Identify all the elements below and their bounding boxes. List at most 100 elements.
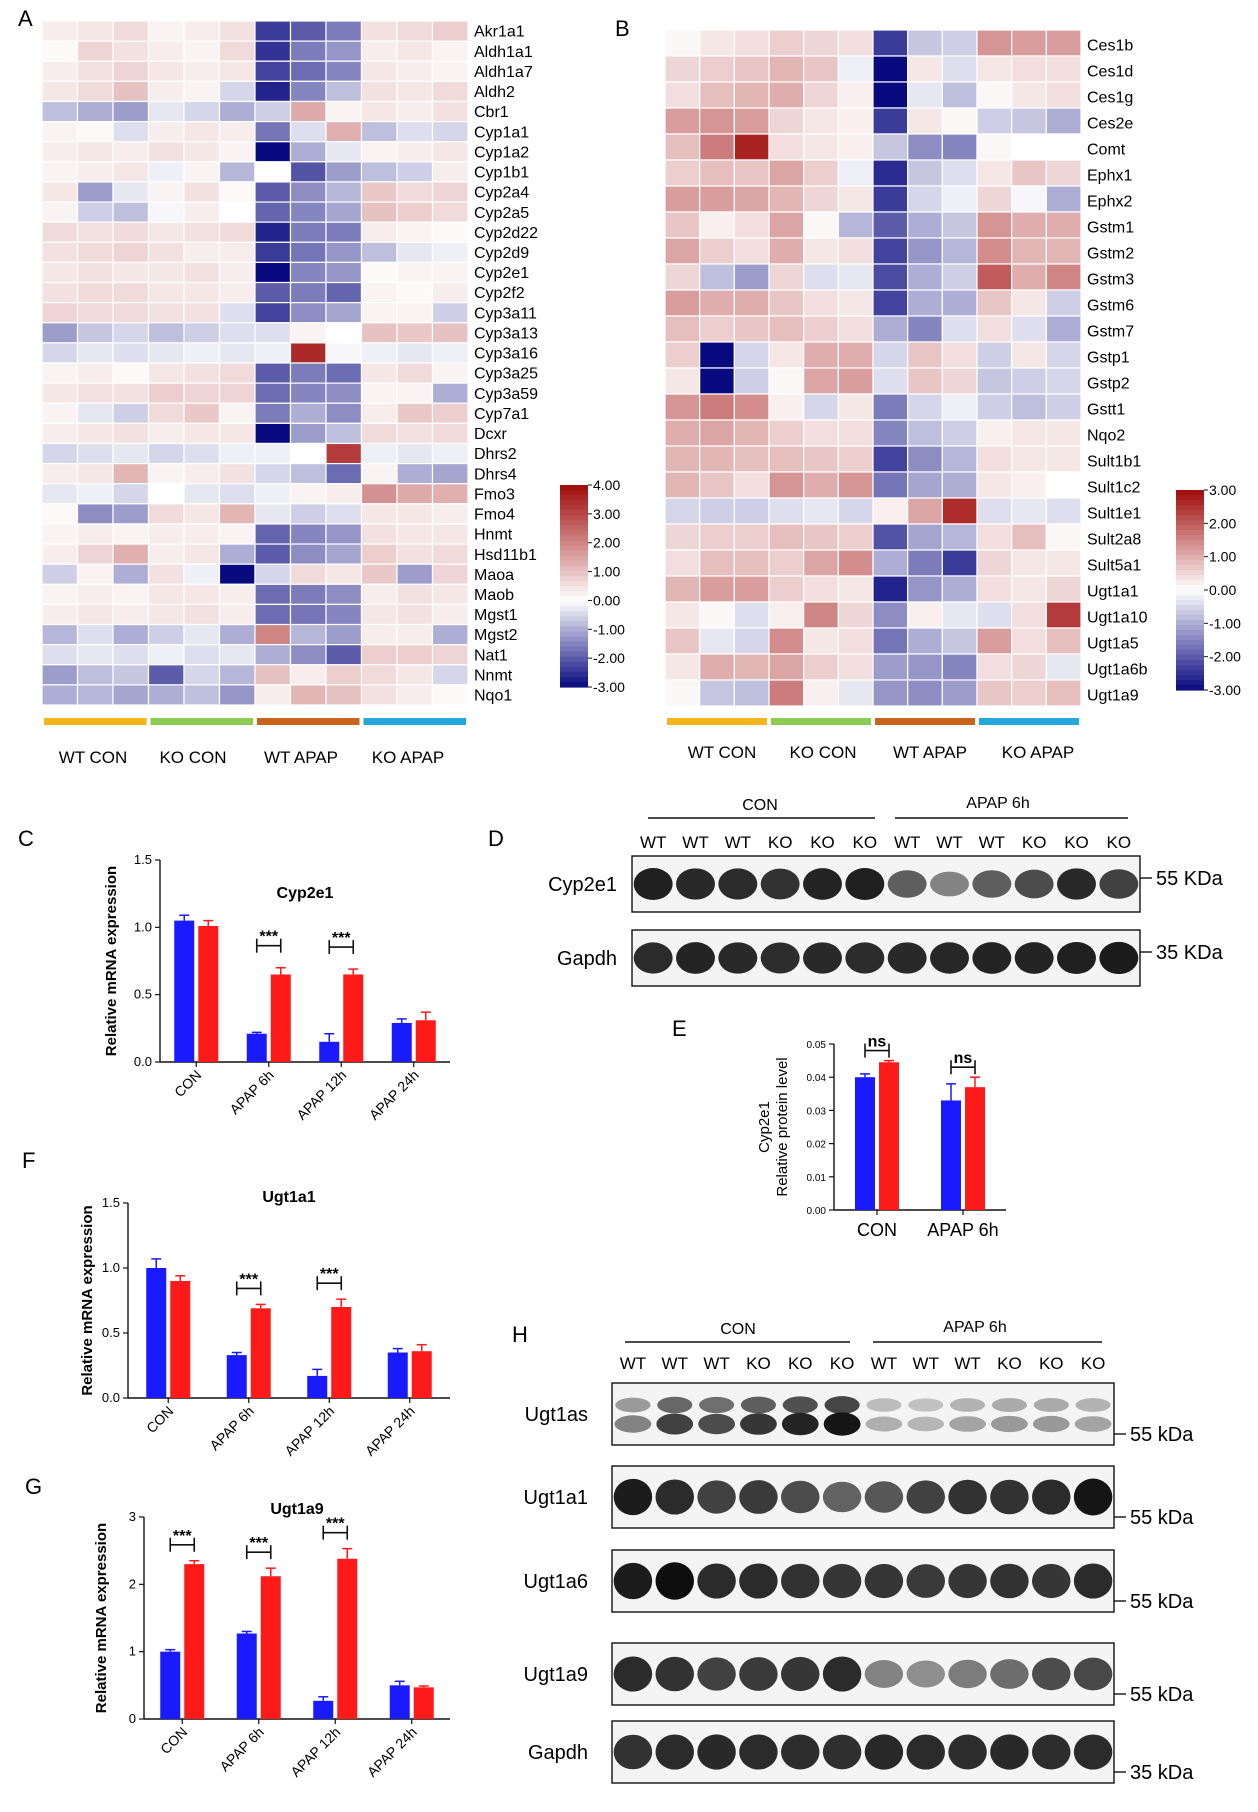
heatmap-cell [41,644,79,666]
y-tick-label: 0.5 [134,987,152,1002]
heatmap-cell [1011,107,1047,135]
blot-frame [631,929,1141,987]
heatmap-cell [218,60,256,82]
blot-band [655,1479,694,1515]
heatmap-cell [431,281,469,304]
heatmap-cell [768,523,805,551]
blot-band [1032,1563,1071,1599]
heatmap-cell [733,601,770,629]
gene-label: Cyp1a2 [474,144,529,161]
heatmap-cell [396,281,434,304]
heatmap-cell [183,40,221,62]
significance-label: *** [173,1528,192,1545]
heatmap-cell [289,281,327,304]
heatmap-cell [289,684,327,706]
gene-label: Aldh2 [474,84,515,101]
heatmap-cell [768,315,805,343]
gene-label: Sult5a1 [1087,557,1141,574]
heatmap-cell [289,141,327,163]
heatmap-cell [733,237,770,265]
heatmap-cell [431,20,469,42]
blot-band [760,868,800,900]
heatmap-cell [218,603,256,626]
heatmap-cell [699,497,735,525]
blot-band [1075,1398,1111,1412]
heatmap-cell [112,120,150,143]
blot-band [990,1734,1029,1770]
color-scale-segment [1176,515,1204,521]
blot-band [613,1734,653,1770]
bar [260,1576,281,1719]
gene-label: Gstt1 [1087,401,1125,418]
heatmap-cell [664,29,701,57]
heatmap-cell [1011,211,1047,239]
heatmap-cell [941,653,978,681]
heatmap-cell [872,341,909,369]
heatmap-cell [76,20,114,42]
heatmap-cell [976,237,1013,265]
heatmap-cell [183,523,221,545]
color-scale-tick-label: -2.00 [1209,649,1241,665]
heatmap-cell [976,575,1013,603]
blot-band [930,942,969,974]
heatmap-cell [907,393,943,421]
heatmap-cell [396,302,434,324]
blot-band [990,1479,1029,1515]
heatmap-cell [218,120,256,143]
color-scale-segment [560,545,588,552]
group-color-bar [875,718,975,725]
heatmap-cell [733,445,770,473]
blot-band [782,1396,818,1414]
heatmap-cell [41,120,79,143]
heatmap-cell [803,159,839,187]
heatmap-cell [837,523,874,551]
blot-band [949,1416,986,1432]
heatmap-cell [325,623,363,646]
heatmap-cell [325,201,363,223]
heatmap-cell [41,684,79,706]
heatmap-cell [699,341,735,369]
heatmap-cell [699,237,735,265]
heatmap-cell [976,419,1013,447]
heatmap-cell [76,523,114,545]
heatmap-cell [431,382,469,404]
lane-label: KO [853,833,878,852]
blot-row-label: Ugt1a1 [524,1487,589,1509]
heatmap-cell [289,241,327,264]
color-scale-segment [1176,525,1204,531]
heatmap-cell [396,161,434,183]
heatmap-cell [907,315,943,343]
heatmap-cell [699,81,735,109]
blot-band [1073,1657,1113,1691]
heatmap-cell [254,523,292,545]
heatmap-cell [289,563,327,585]
heatmap-cell [41,281,79,304]
heatmap-cell [360,40,398,62]
heatmap-cell [1045,419,1082,447]
heatmap-cell [699,679,735,707]
color-scale-segment [560,570,588,577]
color-scale-tick-label: 1.00 [593,564,620,580]
heatmap-cell [941,185,978,213]
heatmap-cell [976,549,1013,577]
lane-label: WT [871,1354,897,1373]
color-scale-segment [560,495,588,501]
heatmap-cell [907,81,943,109]
heatmap-cell [41,60,79,82]
heatmap-cell [803,237,839,265]
blot-band [739,1657,778,1691]
heatmap-cell [872,367,909,395]
heatmap-cell [872,549,909,577]
heatmap-cell [941,367,978,395]
heatmap-cell [360,342,398,364]
group-label: KO APAP [372,748,444,767]
heatmap-cell [325,120,363,143]
heatmap-cell [147,563,185,585]
heatmap-cell [1045,367,1082,395]
heatmap-cell [218,563,256,585]
heatmap-cell [76,462,114,485]
y-tick-label: 1 [129,1644,136,1659]
heatmap-cell [147,80,185,103]
heatmap-cell [907,29,943,57]
